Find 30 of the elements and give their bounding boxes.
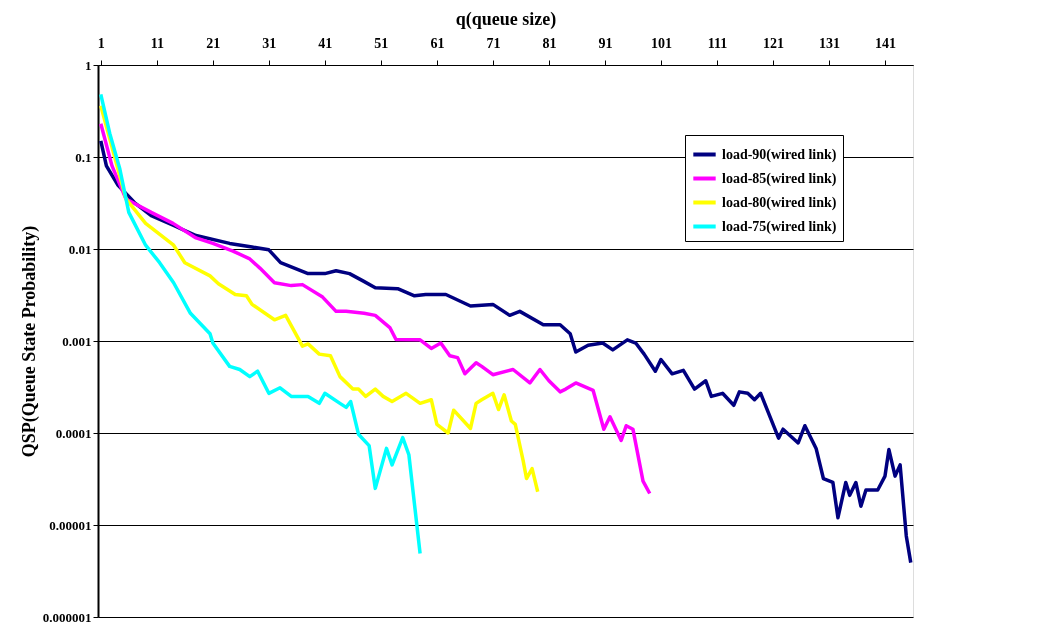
- x-tick-label: 31: [262, 35, 277, 51]
- y-axis-title: QSP(Queue State Probability): [18, 225, 40, 458]
- x-axis-title: q(queue size): [455, 8, 557, 30]
- y-tick-label: 0.00001: [49, 517, 92, 533]
- legend-label: load-85(wired link): [722, 170, 837, 187]
- y-tick-label: 0.001: [62, 333, 92, 349]
- line-series: [99, 121, 652, 496]
- x-tick-label: 111: [707, 35, 728, 51]
- y-tick-label: 0.01: [68, 241, 92, 257]
- y-tick-label: 0.1: [75, 149, 92, 165]
- x-tick-label: 91: [598, 35, 613, 51]
- y-tick-label: 0.000001: [42, 609, 92, 625]
- x-tick-label: 141: [874, 35, 896, 51]
- x-tick-label: 131: [818, 35, 840, 51]
- x-tick-label: 21: [206, 35, 221, 51]
- legend-label: load-75(wired link): [722, 218, 837, 235]
- legend-label: load-80(wired link): [722, 194, 837, 211]
- x-tick-label: 101: [650, 35, 672, 51]
- y-tick-label: 0.0001: [55, 425, 92, 441]
- x-tick-label: 61: [430, 35, 445, 51]
- legend-label: load-90(wired link): [722, 146, 837, 163]
- x-tick-label: 1: [97, 35, 105, 51]
- x-tick-label: 71: [486, 35, 501, 51]
- x-tick-label: 11: [150, 35, 164, 51]
- x-tick-label: 51: [374, 35, 389, 51]
- x-tick-label: 81: [542, 35, 557, 51]
- line-series: [99, 92, 422, 556]
- y-tick-label: 1: [85, 57, 92, 73]
- x-tick-label: 121: [762, 35, 784, 51]
- x-tick-label: 41: [318, 35, 333, 51]
